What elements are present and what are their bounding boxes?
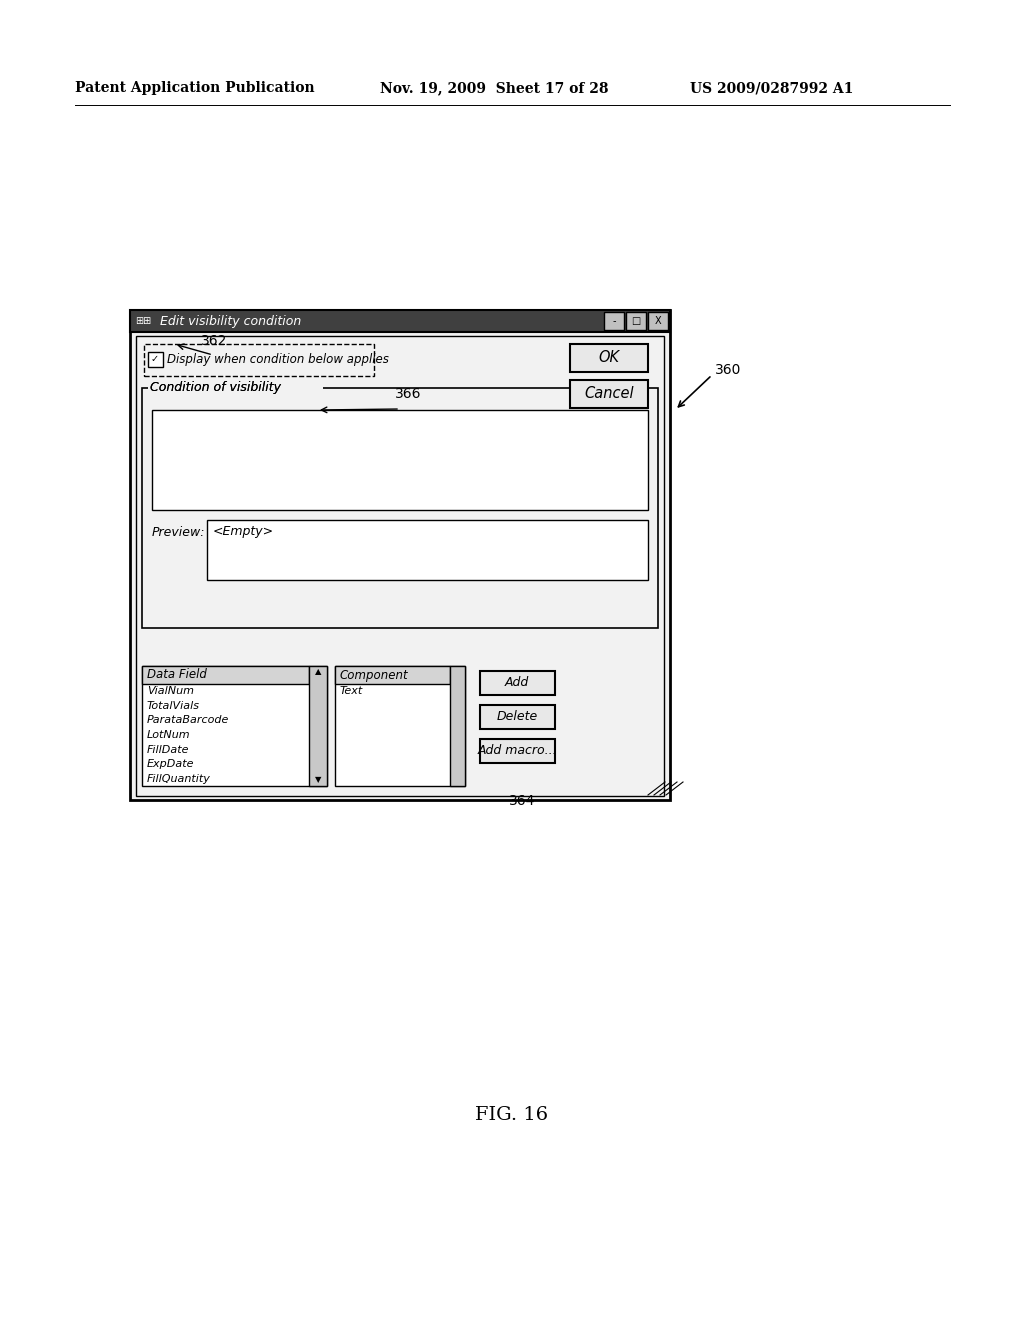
Text: X: X (654, 315, 662, 326)
Bar (152, 411, 648, 510)
Bar (604, 312, 624, 330)
Text: LotNum: LotNum (147, 730, 190, 741)
Text: Condition of visibility: Condition of visibility (150, 381, 281, 395)
Text: Display when condition below applies: Display when condition below applies (167, 354, 389, 367)
Text: Data Field: Data Field (147, 668, 207, 681)
Text: FIG. 16: FIG. 16 (475, 1106, 549, 1125)
Text: Cancel: Cancel (584, 387, 634, 401)
Bar (136, 337, 664, 796)
Bar (570, 345, 648, 372)
Bar (148, 352, 163, 367)
Bar (309, 667, 327, 785)
Text: ✓: ✓ (151, 354, 159, 364)
Bar (450, 667, 465, 785)
Text: OK: OK (598, 351, 620, 366)
Text: □: □ (632, 315, 641, 326)
Bar (207, 520, 648, 579)
Text: TotalVials: TotalVials (147, 701, 200, 711)
Bar (480, 705, 555, 729)
Text: -: - (612, 315, 615, 326)
Text: Preview:: Preview: (152, 525, 206, 539)
Text: ⊞⊞: ⊞⊞ (135, 315, 152, 326)
Text: 362: 362 (201, 334, 227, 348)
Bar (142, 667, 327, 785)
Text: Delete: Delete (497, 710, 538, 723)
Bar (130, 310, 670, 333)
Text: US 2009/0287992 A1: US 2009/0287992 A1 (690, 81, 853, 95)
Text: <Empty>: <Empty> (213, 525, 274, 539)
Text: ▼: ▼ (314, 776, 322, 784)
Bar (570, 380, 648, 408)
Text: Edit visibility condition: Edit visibility condition (160, 314, 301, 327)
Bar (480, 739, 555, 763)
Bar (148, 381, 323, 395)
Text: Component: Component (340, 668, 409, 681)
Bar (480, 671, 555, 696)
Text: 360: 360 (715, 363, 741, 378)
Bar (335, 667, 450, 684)
Text: 366: 366 (395, 387, 422, 401)
Bar (335, 667, 465, 785)
Text: ▲: ▲ (314, 668, 322, 676)
Bar (130, 310, 670, 800)
Text: Add: Add (505, 676, 529, 689)
Text: ExpDate: ExpDate (147, 759, 195, 770)
Text: 364: 364 (509, 795, 536, 808)
Text: Patent Application Publication: Patent Application Publication (75, 81, 314, 95)
Text: ParataBarcode: ParataBarcode (147, 715, 229, 726)
Text: Condition of visibility: Condition of visibility (150, 381, 281, 395)
Text: FillQuantity: FillQuantity (147, 774, 211, 784)
Text: VialNum: VialNum (147, 686, 194, 696)
Bar (626, 312, 646, 330)
Text: FillDate: FillDate (147, 744, 189, 755)
Text: Add macro...: Add macro... (477, 744, 557, 758)
Bar (142, 667, 309, 684)
Bar (144, 345, 374, 376)
Bar (648, 312, 668, 330)
Text: Text: Text (340, 686, 364, 696)
Text: Nov. 19, 2009  Sheet 17 of 28: Nov. 19, 2009 Sheet 17 of 28 (380, 81, 608, 95)
Bar (142, 388, 658, 628)
